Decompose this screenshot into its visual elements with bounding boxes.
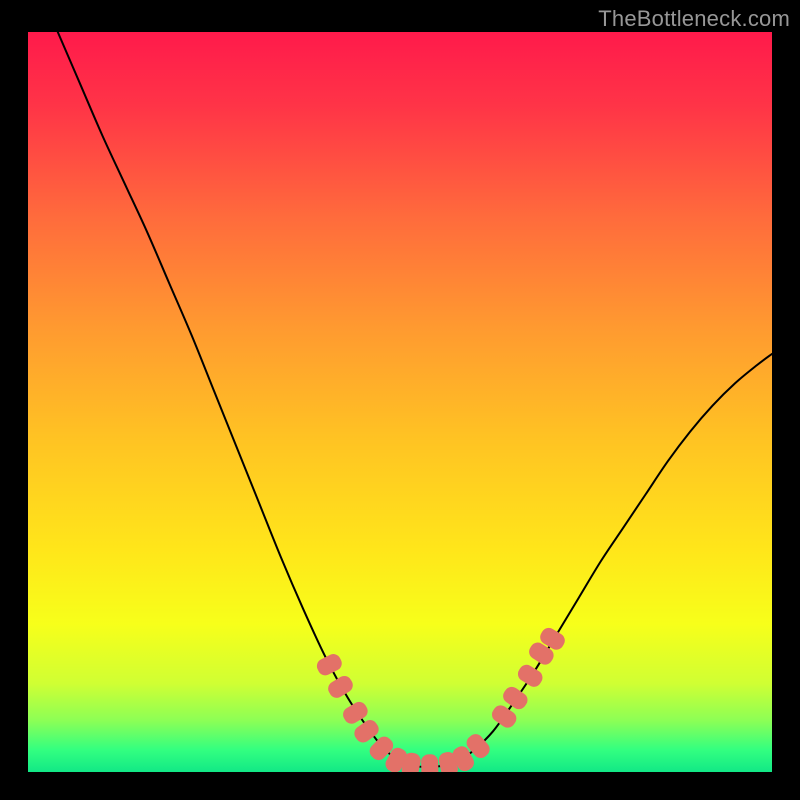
- highlight-marker: [421, 755, 438, 772]
- plot-area: [28, 32, 772, 772]
- source-watermark: TheBottleneck.com: [598, 6, 790, 32]
- bottleneck-graph-root: TheBottleneck.com: [0, 0, 800, 800]
- plot-svg: [28, 32, 772, 772]
- gradient-background: [28, 32, 772, 772]
